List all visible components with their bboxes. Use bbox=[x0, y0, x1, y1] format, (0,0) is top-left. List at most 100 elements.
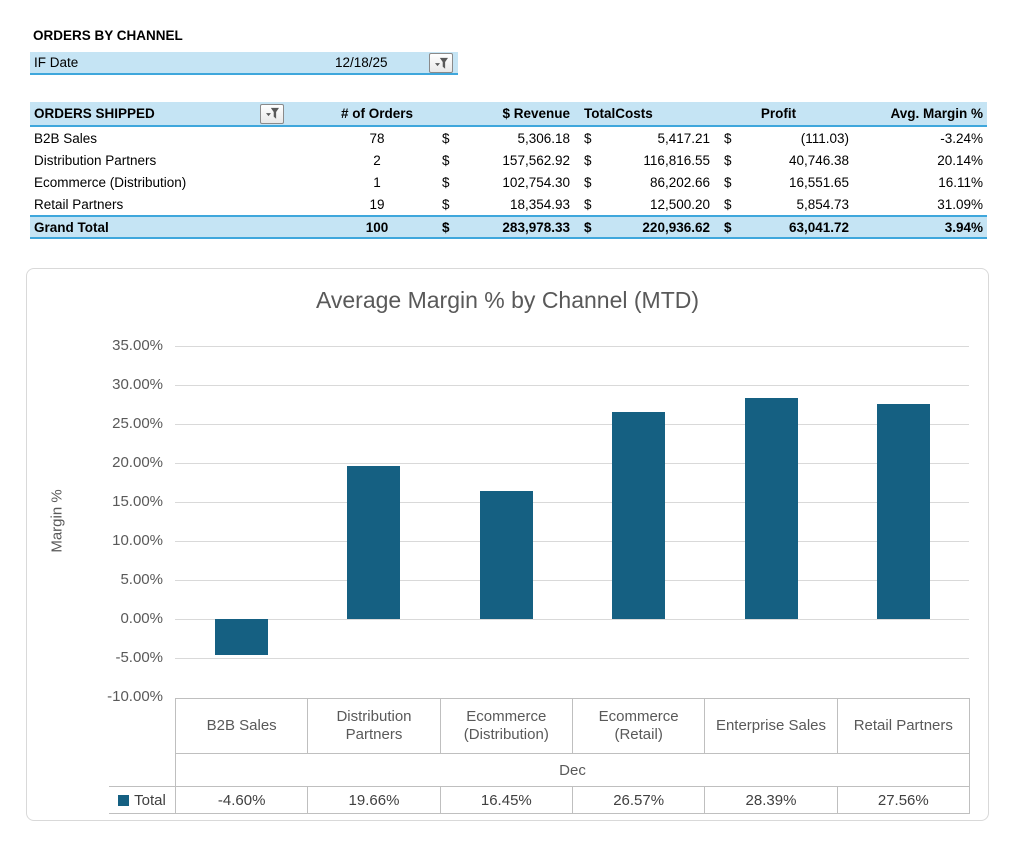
margin-cell[interactable]: 31.09% bbox=[937, 196, 983, 212]
orders-count-cell[interactable]: 2 bbox=[373, 152, 381, 168]
gridline bbox=[175, 346, 969, 347]
y-axis-tick-label: 25.00% bbox=[112, 415, 163, 432]
channel-cell[interactable]: B2B Sales bbox=[34, 130, 98, 146]
y-axis-tick-label: 10.00% bbox=[112, 532, 163, 549]
costs-cell[interactable]: $116,816.55 bbox=[584, 149, 724, 171]
y-axis-tick-label: 0.00% bbox=[120, 610, 163, 627]
currency-symbol: $ bbox=[584, 174, 592, 190]
amount-value: 283,978.33 bbox=[502, 219, 570, 235]
profit-cell[interactable]: $5,854.73 bbox=[724, 193, 869, 215]
chart-bar bbox=[479, 490, 533, 619]
amount-value: 16,551.65 bbox=[788, 174, 849, 190]
y-axis-tick-label: 30.00% bbox=[112, 376, 163, 393]
filter-funnel-dropdown-icon bbox=[265, 107, 280, 120]
amount-value: 5,854.73 bbox=[796, 196, 849, 212]
revenue-cell[interactable]: $102,754.30 bbox=[442, 171, 584, 193]
revenue-cell[interactable]: $157,562.92 bbox=[442, 149, 584, 171]
orders-table-body: B2B Sales 78 $5,306.18 $5,417.21 $ (111.03) -3… bbox=[30, 127, 987, 215]
revenue-cell[interactable]: $283,978.33 bbox=[442, 217, 584, 237]
orders-table-title: ORDERS SHIPPED bbox=[34, 106, 155, 121]
channel-cell[interactable]: Grand Total bbox=[34, 219, 109, 235]
table-row: Ecommerce (Distribution) 1 $102,754.30 $86,… bbox=[30, 171, 987, 193]
orders-count-cell[interactable]: 1 bbox=[373, 174, 381, 190]
costs-cell[interactable]: $86,202.66 bbox=[584, 171, 724, 193]
grand-total-row: Grand Total 100 $283,978.33 $220,936.62 $63,… bbox=[30, 215, 987, 239]
amount-value: 5,417.21 bbox=[657, 130, 710, 146]
currency-symbol: $ bbox=[584, 219, 592, 235]
orders-table-footer: Grand Total 100 $283,978.33 $220,936.62 $63,… bbox=[30, 215, 987, 239]
y-axis-tick-label: 35.00% bbox=[112, 337, 163, 354]
costs-cell[interactable]: $220,936.62 bbox=[584, 217, 724, 237]
filter-funnel-dropdown-icon bbox=[434, 57, 449, 70]
category-label: Retail Partners bbox=[836, 699, 969, 753]
currency-symbol: $ bbox=[724, 152, 732, 168]
currency-symbol: $ bbox=[442, 130, 450, 146]
legend-label: Total bbox=[134, 791, 166, 809]
gridline bbox=[175, 502, 969, 503]
y-axis-tick-label: 5.00% bbox=[120, 571, 163, 588]
profit-cell[interactable]: $ (111.03) bbox=[724, 127, 869, 149]
orders-count-cell[interactable]: 19 bbox=[369, 196, 385, 212]
profit-cell[interactable]: $63,041.72 bbox=[724, 217, 869, 237]
data-table-value-row: Total -4.60% 19.66% 16.45% 26.57% 28.39% 27.56… bbox=[109, 786, 970, 814]
orders-count-cell[interactable]: 100 bbox=[365, 219, 389, 235]
costs-cell[interactable]: $12,500.20 bbox=[584, 193, 724, 215]
column-header-costs[interactable]: TotalCosts bbox=[584, 106, 653, 121]
channel-cell[interactable]: Distribution Partners bbox=[34, 152, 157, 168]
category-label: Ecommerce (Retail) bbox=[571, 699, 704, 753]
legend-item-total: Total bbox=[109, 787, 175, 813]
amount-value: 116,816.55 bbox=[643, 152, 710, 168]
channel-cell[interactable]: Retail Partners bbox=[34, 196, 124, 212]
margin-cell[interactable]: 3.94% bbox=[944, 219, 983, 235]
currency-symbol: $ bbox=[442, 174, 450, 190]
category-label: B2B Sales bbox=[206, 717, 277, 734]
data-table-value: 26.57% bbox=[571, 787, 704, 813]
currency-symbol: $ bbox=[724, 196, 732, 212]
currency-symbol: $ bbox=[724, 174, 732, 190]
gridline bbox=[175, 424, 969, 425]
margin-by-channel-chart[interactable]: Average Margin % by Channel (MTD) Margin… bbox=[26, 268, 989, 821]
category-label: Ecommerce (Distribution) bbox=[439, 699, 572, 753]
column-header-revenue[interactable]: $ Revenue bbox=[502, 106, 570, 121]
column-header-orders[interactable]: # of Orders bbox=[340, 106, 414, 121]
data-table-value: -4.60% bbox=[175, 787, 307, 813]
amount-value: 157,562.92 bbox=[502, 152, 570, 168]
gridline bbox=[175, 541, 969, 542]
date-filter-row: IF Date 12/18/25 bbox=[30, 52, 458, 75]
revenue-cell[interactable]: $5,306.18 bbox=[442, 127, 584, 149]
column-header-profit[interactable]: Profit bbox=[760, 106, 797, 121]
gridline bbox=[175, 658, 969, 659]
category-label: Distribution Partners bbox=[307, 699, 439, 753]
page-title: ORDERS BY CHANNEL bbox=[33, 28, 183, 43]
currency-symbol: $ bbox=[584, 152, 592, 168]
category-label: Enterprise Sales bbox=[704, 699, 836, 753]
column-header-margin[interactable]: Avg. Margin % bbox=[890, 106, 983, 121]
margin-cell[interactable]: 20.14% bbox=[937, 152, 983, 168]
orders-filter-dropdown-button[interactable] bbox=[260, 103, 284, 124]
margin-cell[interactable]: -3.24% bbox=[940, 130, 983, 146]
costs-cell[interactable]: $5,417.21 bbox=[584, 127, 724, 149]
profit-cell[interactable]: $16,551.65 bbox=[724, 171, 869, 193]
gridline bbox=[175, 385, 969, 386]
profit-cell[interactable]: $40,746.38 bbox=[724, 149, 869, 171]
orders-table-header-row: ORDERS SHIPPED # of Orders $ Revenue Tot… bbox=[30, 102, 987, 127]
data-table-value: 19.66% bbox=[307, 787, 439, 813]
revenue-cell[interactable]: $18,354.93 bbox=[442, 193, 584, 215]
data-table-value: 27.56% bbox=[836, 787, 969, 813]
orders-table-title-cell[interactable]: ORDERS SHIPPED bbox=[30, 102, 312, 125]
date-filter-dropdown-button[interactable] bbox=[429, 53, 453, 73]
orders-count-cell[interactable]: 78 bbox=[369, 130, 385, 146]
channel-cell[interactable]: Ecommerce (Distribution) bbox=[34, 174, 187, 190]
amount-value: 63,041.72 bbox=[788, 219, 849, 235]
currency-symbol: $ bbox=[724, 130, 732, 146]
currency-symbol: $ bbox=[724, 219, 732, 235]
amount-value: 40,746.38 bbox=[788, 152, 849, 168]
amount-value: 12,500.20 bbox=[649, 196, 710, 212]
margin-cell[interactable]: 16.11% bbox=[938, 174, 983, 190]
date-filter-label: IF Date bbox=[34, 55, 79, 70]
data-table-value: 28.39% bbox=[704, 787, 836, 813]
gridline bbox=[175, 463, 969, 464]
amount-value: 102,754.30 bbox=[502, 174, 570, 190]
y-axis-tick-label: -10.00% bbox=[107, 688, 163, 705]
chart-bar bbox=[744, 397, 798, 619]
